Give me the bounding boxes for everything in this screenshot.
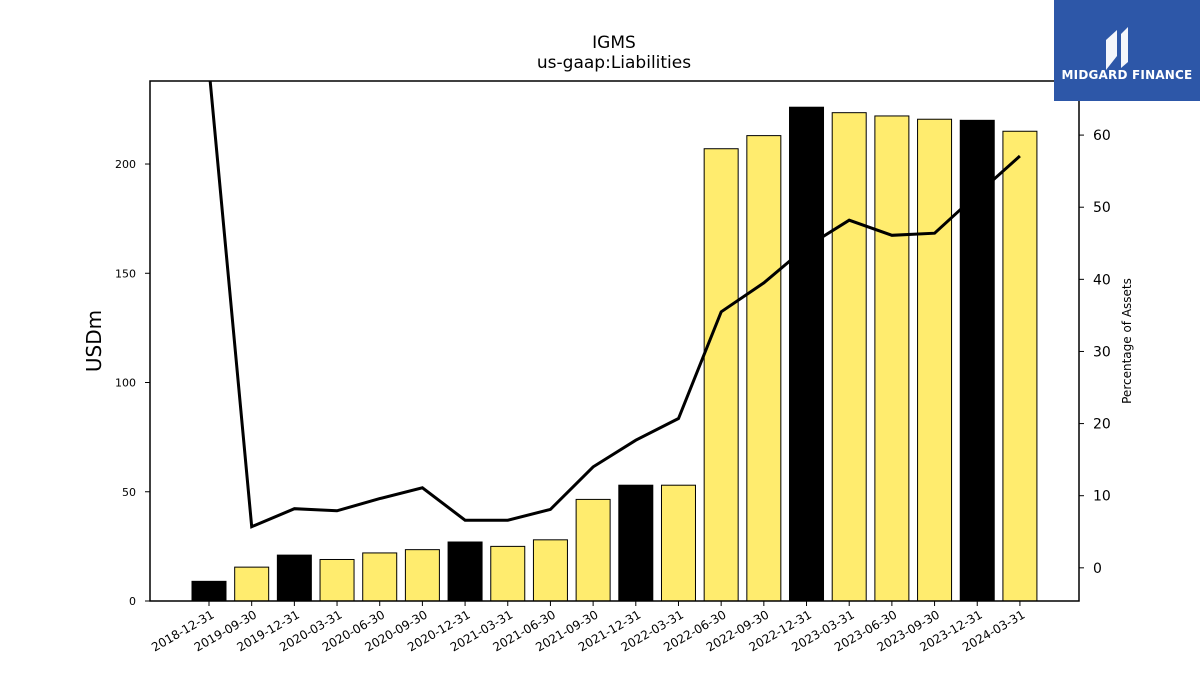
x-axis: 2018-12-312019-09-302019-12-312020-03-31… <box>149 601 1027 654</box>
y2-tick-label: 30 <box>1093 344 1111 360</box>
plot-frame <box>149 80 1080 602</box>
y2-tick-label: 0 <box>1093 561 1102 577</box>
chart-title: IGMS <box>592 33 636 53</box>
y-tick-label: 0 <box>129 595 136 608</box>
bar-2020-09-30 <box>404 549 440 602</box>
bar-2019-12-31 <box>276 554 312 602</box>
y-tick-label: 100 <box>115 377 136 390</box>
bar-2023-09-30 <box>917 118 953 602</box>
y2-tick-label: 10 <box>1093 489 1111 505</box>
bar-2021-12-31 <box>618 484 654 602</box>
bar-2021-09-30 <box>575 498 611 602</box>
logo-mark-icon <box>1106 27 1128 70</box>
logo-text: MIDGARD FINANCE <box>1061 68 1193 82</box>
bar-series <box>191 106 1038 602</box>
bar-2018-12-31 <box>191 580 227 602</box>
bar-2022-06-30 <box>703 148 739 602</box>
y2-tick-label: 40 <box>1093 272 1111 288</box>
bar-2022-09-30 <box>746 135 782 602</box>
y-tick-label: 200 <box>115 158 136 171</box>
bar-2023-03-31 <box>831 112 867 602</box>
percentage-line <box>208 81 1021 529</box>
chart-subtitle: us-gaap:Liabilities <box>537 53 691 73</box>
bar-2021-06-30 <box>532 539 568 602</box>
y-tick-label: 50 <box>122 486 136 499</box>
y2-tick-label: 20 <box>1093 417 1111 433</box>
bar-2020-06-30 <box>362 552 398 602</box>
y2-axis-label: Percentage of Assets <box>1120 278 1134 404</box>
bar-2020-03-31 <box>319 558 355 602</box>
y-tick-label: 150 <box>115 267 136 280</box>
bar-2023-06-30 <box>874 115 910 602</box>
bar-2024-03-31 <box>1002 130 1038 602</box>
line-series <box>208 81 1021 529</box>
bar-2023-12-31 <box>959 119 995 602</box>
bar-2020-12-31 <box>447 541 483 602</box>
bar-2021-03-31 <box>490 545 526 602</box>
bar-2022-03-31 <box>660 484 696 602</box>
y-axis-left: 0 50 100 150 200 <box>115 158 150 608</box>
y2-tick-label: 60 <box>1093 128 1111 144</box>
y-axis-right: 0 10 20 30 40 50 60 <box>1079 128 1111 577</box>
bar-2019-09-30 <box>234 566 270 602</box>
bar-2022-12-31 <box>789 106 825 602</box>
y-axis-label: USDm <box>82 310 106 372</box>
y2-tick-label: 50 <box>1093 200 1111 216</box>
brand-logo: MIDGARD FINANCE <box>1054 0 1200 101</box>
